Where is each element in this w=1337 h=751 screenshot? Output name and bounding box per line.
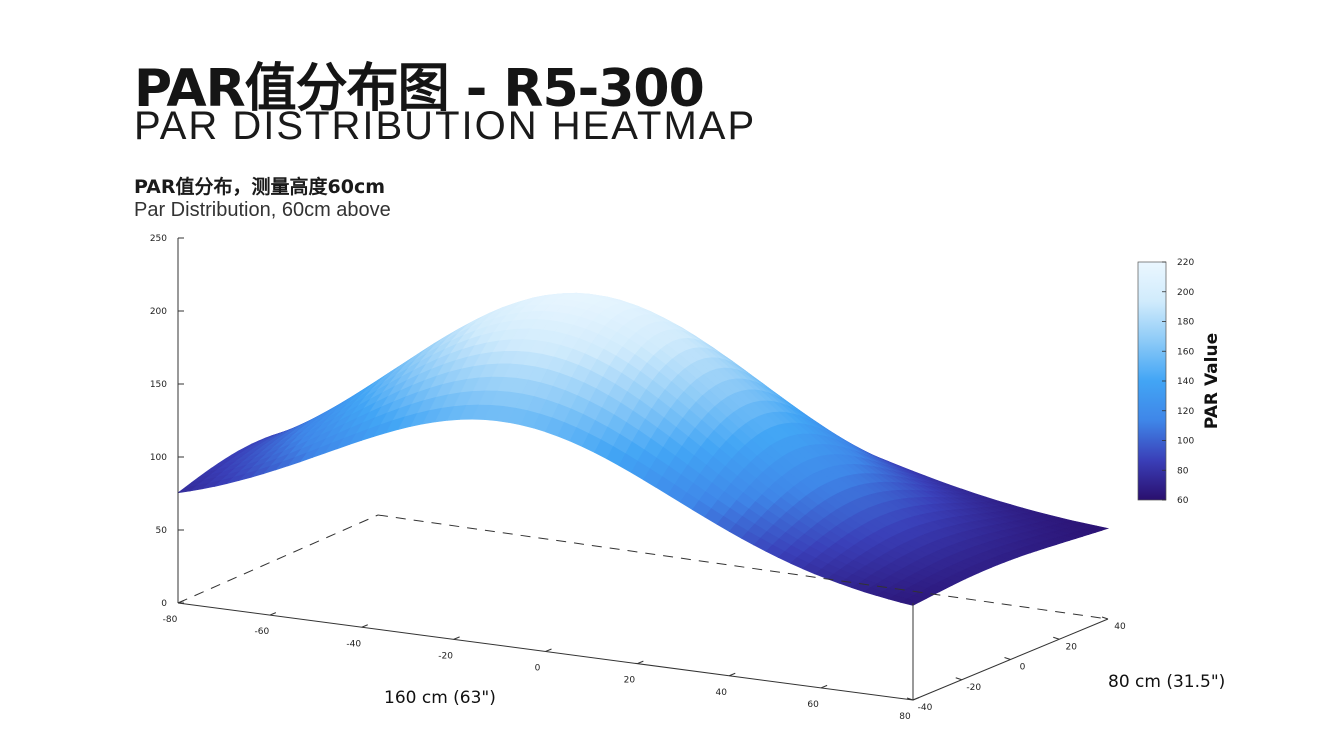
x-tick-mark — [912, 697, 920, 701]
x-tick-mark — [729, 672, 736, 677]
x-tick-label: -20 — [438, 651, 453, 661]
z-tick-label: 100 — [150, 453, 167, 463]
x-tick-mark — [453, 636, 460, 640]
chart-subtitle-english: Par Distribution, 60cm above — [134, 199, 391, 221]
y-tick-mark — [1004, 657, 1011, 660]
x-tick-mark — [820, 684, 828, 689]
colorbar-tick-label: 120 — [1177, 407, 1194, 417]
y-tick-label: 0 — [1020, 663, 1026, 673]
y-tick-label: -40 — [918, 703, 933, 713]
colorbar-tick-label: 180 — [1177, 318, 1194, 328]
x-tick-label: -40 — [346, 639, 361, 649]
y-tick-mark — [906, 697, 914, 701]
x-tick-mark — [361, 624, 368, 628]
colorbar-tick-label: 140 — [1177, 377, 1194, 387]
z-tick-label: 200 — [150, 307, 167, 317]
x-tick-label: 40 — [716, 688, 728, 698]
back-base-edge — [377, 514, 1109, 620]
z-tick-label: 0 — [161, 599, 167, 609]
left-base-edge — [177, 514, 379, 604]
z-tick-label: 250 — [150, 234, 167, 244]
surface-plot — [177, 292, 1110, 606]
x-tick-label: -60 — [255, 627, 270, 637]
axes: 050100150200250-80-60-40-20020406080-40-… — [150, 234, 1225, 722]
surface-cell — [899, 598, 921, 606]
x-tick-mark — [545, 648, 552, 652]
x-tick-label: 20 — [624, 676, 636, 686]
x-tick-mark — [637, 660, 644, 665]
x-tick-label: 60 — [807, 700, 819, 710]
colorbar-gradient — [1137, 261, 1167, 501]
colorbar-label: PAR Value — [1202, 333, 1222, 429]
y-tick-mark — [1053, 636, 1060, 640]
z-tick-label: 50 — [156, 526, 168, 536]
colorbar-tick-label: 220 — [1177, 258, 1194, 268]
y-tick-mark — [955, 677, 962, 681]
x-tick-mark — [177, 600, 185, 604]
y-tick-label: 40 — [1114, 622, 1126, 632]
chart-subtitle: PAR值分布，测量高度60cm — [134, 176, 386, 198]
x-tick-mark — [269, 612, 277, 616]
colorbar-tick-label: 60 — [1177, 496, 1189, 506]
z-tick-label: 150 — [150, 380, 167, 390]
page-title-english: PAR DISTRIBUTION HEATMAP — [134, 104, 757, 148]
colorbar-tick-label: 160 — [1177, 347, 1194, 357]
colorbar-tick-label: 80 — [1177, 466, 1189, 476]
colorbar-tick-label: 100 — [1177, 437, 1194, 447]
x-tick-label: 0 — [535, 664, 541, 674]
y-axis-label: 80 cm (31.5") — [1108, 672, 1225, 692]
y-tick-label: 20 — [1066, 642, 1078, 652]
y-tick-label: -20 — [966, 683, 981, 693]
x-tick-label: -80 — [163, 615, 178, 625]
colorbar-tick-label: 200 — [1177, 288, 1194, 298]
y-tick-mark — [1101, 616, 1109, 620]
x-axis-label: 160 cm (63") — [384, 688, 496, 708]
x-tick-label: 80 — [899, 712, 911, 722]
page-title: PAR值分布图 - R5-300 — [134, 59, 705, 119]
colorbar: 60 80 100 120 140 160 180 200 220 PAR Value — [1137, 258, 1222, 506]
